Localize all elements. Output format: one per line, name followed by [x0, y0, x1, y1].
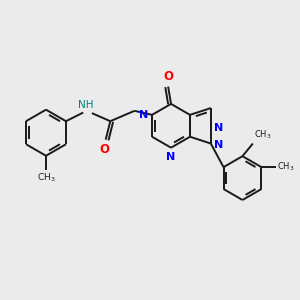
Text: O: O — [163, 70, 173, 83]
Text: CH$_3$: CH$_3$ — [37, 172, 55, 184]
Text: N: N — [139, 110, 148, 120]
Text: NH: NH — [78, 100, 94, 110]
Text: CH$_3$: CH$_3$ — [277, 161, 295, 173]
Text: CH$_3$: CH$_3$ — [254, 129, 272, 141]
Text: N: N — [214, 140, 223, 150]
Text: N: N — [214, 123, 223, 133]
Text: O: O — [100, 142, 110, 155]
Text: N: N — [167, 152, 176, 162]
